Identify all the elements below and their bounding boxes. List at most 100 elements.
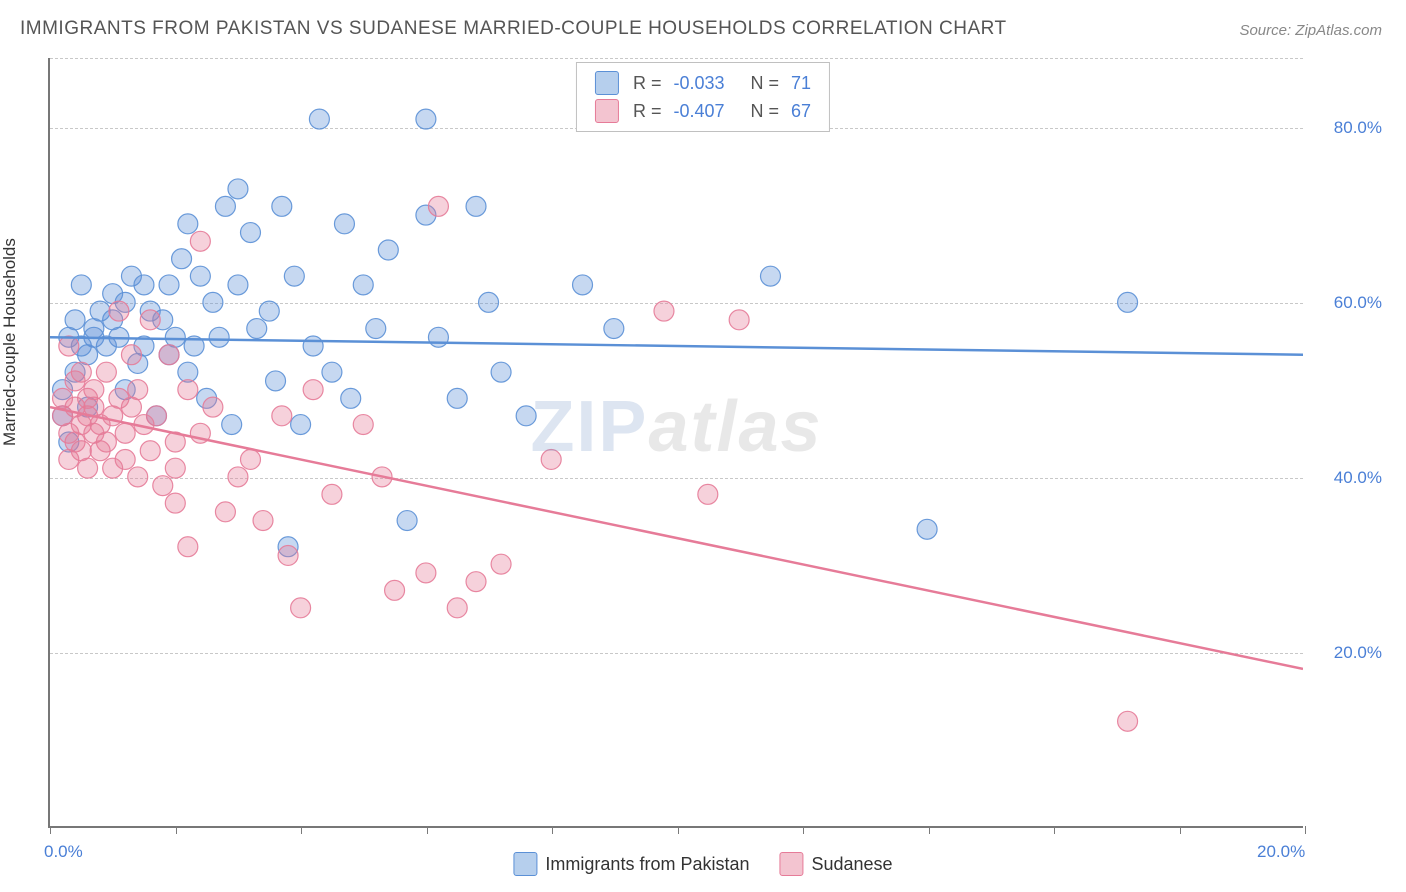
scatter-point [322,362,342,382]
scatter-point [428,196,448,216]
scatter-point [334,214,354,234]
x-tick [552,826,553,834]
scatter-point [240,449,260,469]
scatter-point [128,467,148,487]
scatter-point [115,449,135,469]
x-tick [427,826,428,834]
scatter-point [447,598,467,618]
scatter-point [353,275,373,295]
scatter-point [228,179,248,199]
scatter-point [729,310,749,330]
scatter-point [284,266,304,286]
scatter-point [491,554,511,574]
scatter-point [203,292,223,312]
scatter-point [516,406,536,426]
scatter-point [573,275,593,295]
scatter-point [165,458,185,478]
scatter-point [698,484,718,504]
series-legend: Immigrants from Pakistan Sudanese [513,852,892,876]
x-tick [301,826,302,834]
scatter-point [153,476,173,496]
scatter-point [228,467,248,487]
scatter-point [397,511,417,531]
legend-R-label-1: R = [633,101,662,122]
legend-R-value-0: -0.033 [673,73,724,94]
scatter-point [1118,711,1138,731]
scatter-point [272,196,292,216]
y-tick-label: 80.0% [1334,118,1382,138]
y-tick-label: 60.0% [1334,293,1382,313]
scatter-point [178,214,198,234]
scatter-point [272,406,292,426]
scatter-point [378,240,398,260]
x-tick [50,826,51,834]
scatter-point [71,362,91,382]
chart-title: IMMIGRANTS FROM PAKISTAN VS SUDANESE MAR… [20,18,1007,40]
scatter-point [416,563,436,583]
scatter-point [353,415,373,435]
scatter-point [140,310,160,330]
y-tick-label: 20.0% [1334,643,1382,663]
scatter-point [178,537,198,557]
scatter-point [109,301,129,321]
scatter-point [654,301,674,321]
scatter-point [71,275,91,295]
x-tick [803,826,804,834]
scatter-point [366,319,386,339]
scatter-point [147,406,167,426]
legend-N-label-0: N = [751,73,780,94]
legend-N-value-1: 67 [791,101,811,122]
legend-R-label-0: R = [633,73,662,94]
scatter-point [115,423,135,443]
scatter-point [491,362,511,382]
legend-swatch-1 [595,99,619,123]
scatter-point [178,380,198,400]
scatter-point [760,266,780,286]
regression-line [50,337,1303,354]
legend-bottom-label-1: Sudanese [811,854,892,875]
scatter-point [917,519,937,539]
scatter-point [128,380,148,400]
legend-bottom-swatch-1 [779,852,803,876]
scatter-point [65,310,85,330]
x-tick [1054,826,1055,834]
legend-bottom-item-0: Immigrants from Pakistan [513,852,749,876]
scatter-point [172,249,192,269]
scatter-point [96,362,116,382]
scatter-point [209,327,229,347]
scatter-point [604,319,624,339]
scatter-point [215,502,235,522]
scatter-point [341,388,361,408]
x-tick [678,826,679,834]
scatter-point [215,196,235,216]
scatter-point [96,432,116,452]
legend-bottom-swatch-0 [513,852,537,876]
scatter-point [228,275,248,295]
scatter-point [385,580,405,600]
legend-row-series-0: R = -0.033 N = 71 [595,69,811,97]
scatter-point [222,415,242,435]
scatter-point [203,397,223,417]
scatter-point [278,545,298,565]
legend-N-value-0: 71 [791,73,811,94]
scatter-point [134,275,154,295]
chart-container: IMMIGRANTS FROM PAKISTAN VS SUDANESE MAR… [0,0,1406,892]
x-tick [1305,826,1306,834]
scatter-point [253,511,273,531]
scatter-point [291,598,311,618]
plot-area: ZIPatlas [48,58,1303,828]
legend-R-value-1: -0.407 [673,101,724,122]
legend-swatch-0 [595,71,619,95]
x-tick [176,826,177,834]
legend-N-label-1: N = [751,101,780,122]
scatter-point [1118,292,1138,312]
scatter-point [266,371,286,391]
scatter-point [541,449,561,469]
scatter-point [259,301,279,321]
source-link[interactable]: Source: ZipAtlas.com [1239,22,1382,39]
scatter-point [159,345,179,365]
scatter-point [479,292,499,312]
x-tick-label: 20.0% [1257,842,1305,862]
scatter-point [240,223,260,243]
scatter-point [428,327,448,347]
